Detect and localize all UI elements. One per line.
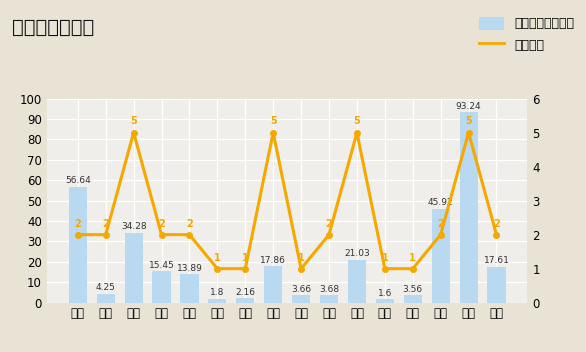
Text: 1: 1 — [298, 253, 305, 263]
Text: 3.68: 3.68 — [319, 284, 339, 294]
Bar — [97, 294, 115, 303]
Bar — [488, 267, 506, 303]
Text: 2: 2 — [186, 219, 193, 228]
Text: 5: 5 — [270, 117, 277, 126]
Text: 1: 1 — [214, 253, 221, 263]
Bar — [432, 209, 449, 303]
Bar — [348, 260, 366, 303]
Text: 3.56: 3.56 — [403, 285, 423, 294]
Text: 17.61: 17.61 — [483, 256, 509, 265]
Text: 1: 1 — [410, 253, 416, 263]
Text: 3.66: 3.66 — [291, 285, 311, 294]
Text: 1: 1 — [381, 253, 388, 263]
Bar — [264, 266, 282, 303]
Bar — [152, 271, 171, 303]
Text: 15.45: 15.45 — [149, 260, 175, 270]
Text: 1: 1 — [242, 253, 248, 263]
Bar — [376, 300, 394, 303]
Text: 56.64: 56.64 — [65, 176, 91, 186]
Text: 2: 2 — [326, 219, 332, 228]
Text: 2: 2 — [158, 219, 165, 228]
Text: 1.8: 1.8 — [210, 288, 224, 297]
Text: 45.92: 45.92 — [428, 198, 454, 207]
Bar — [459, 112, 478, 303]
Text: 各省份中标情况: 各省份中标情况 — [12, 18, 94, 37]
Text: 5: 5 — [353, 117, 360, 126]
Text: 17.86: 17.86 — [260, 256, 286, 265]
Bar — [320, 295, 338, 303]
Bar — [236, 298, 254, 303]
Bar — [125, 233, 142, 303]
Text: 2: 2 — [74, 219, 81, 228]
Text: 93.24: 93.24 — [456, 102, 481, 111]
Text: 5: 5 — [130, 117, 137, 126]
Text: 5: 5 — [465, 117, 472, 126]
Bar — [180, 274, 199, 303]
Text: 13.89: 13.89 — [176, 264, 202, 273]
Text: 2.16: 2.16 — [235, 288, 255, 297]
Legend: 投资总额（亿元）, 中标数量: 投资总额（亿元）, 中标数量 — [479, 17, 574, 51]
Bar — [404, 295, 422, 303]
Bar — [69, 187, 87, 303]
Bar — [208, 299, 226, 303]
Text: 2: 2 — [437, 219, 444, 228]
Bar — [292, 295, 310, 303]
Text: 21.03: 21.03 — [344, 249, 370, 258]
Text: 4.25: 4.25 — [96, 283, 115, 293]
Text: 2: 2 — [493, 219, 500, 228]
Text: 2: 2 — [103, 219, 109, 228]
Text: 34.28: 34.28 — [121, 222, 146, 231]
Text: 1.6: 1.6 — [377, 289, 392, 298]
